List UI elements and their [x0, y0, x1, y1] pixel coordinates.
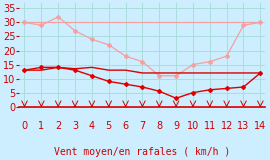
X-axis label: Vent moyen/en rafales ( km/h ): Vent moyen/en rafales ( km/h ) — [54, 147, 231, 157]
